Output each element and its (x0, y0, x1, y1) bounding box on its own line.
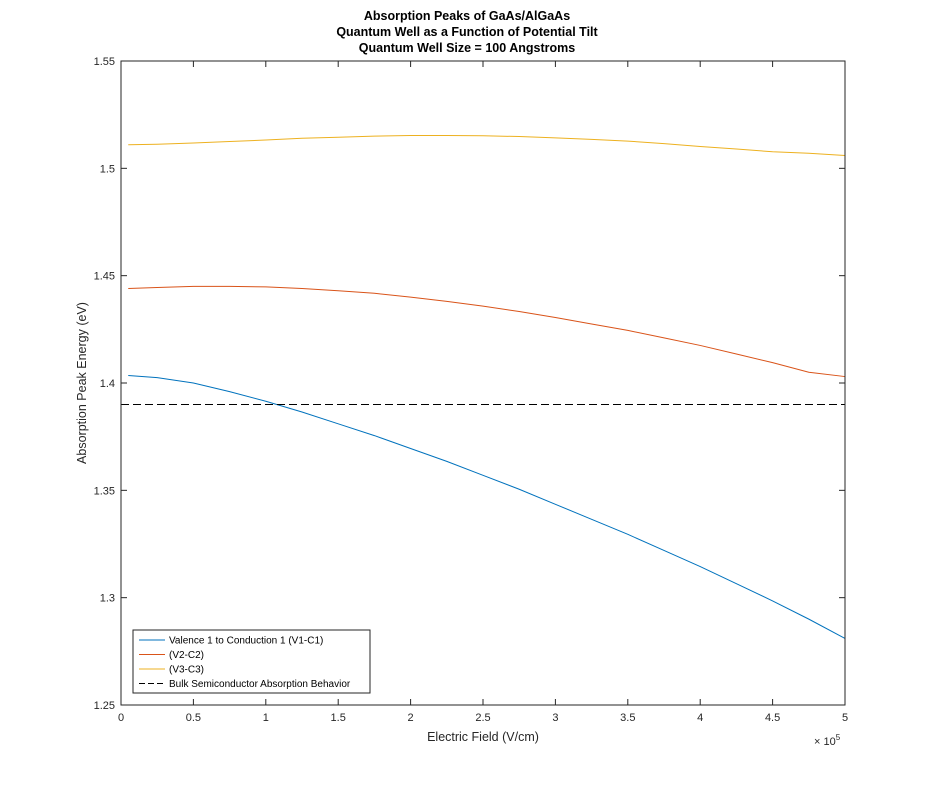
x-axis-exponent-prefix: × 10 (814, 736, 836, 748)
chart-title-line-1: Absorption Peaks of GaAs/AlGaAs (363, 9, 571, 23)
legend-entry-3: (V3-C3) (169, 665, 204, 676)
legend-entry-1: Valence 1 to Conduction 1 (V1-C1) (169, 636, 323, 647)
x-tick-label: 3 (552, 712, 558, 724)
series-layer (121, 134, 846, 639)
x-axis-exponent: × 105 (814, 733, 841, 748)
series-line-1 (128, 374, 846, 639)
legend-box (132, 629, 371, 694)
series-line-3 (128, 134, 846, 156)
y-tick-label: 1.4 (100, 378, 115, 390)
y-tick-label: 1.5 (100, 163, 115, 175)
x-tick-label: 3.5 (620, 712, 635, 724)
x-tick-label: 2.5 (475, 712, 490, 724)
ticks-layer: 0 0.5 1 1.5 2 2.5 3 3.5 4 4.5 5 1.25 1.3 1.35 1.4 1.45 1… (94, 56, 848, 724)
x-axis-exponent-power: 5 (836, 733, 841, 742)
y-tick-label: 1.45 (94, 271, 115, 283)
x-tick-label: 5 (842, 712, 848, 724)
x-tick-label: 0 (118, 712, 124, 724)
x-tick-label: 2 (408, 712, 414, 724)
y-axis-label: Absorption Peak Energy (eV) (75, 302, 89, 464)
series-line-2 (128, 285, 846, 378)
x-tick-label: 4 (697, 712, 703, 724)
y-tick-label: 1.35 (94, 485, 115, 497)
legend-entry-2: (V2-C2) (169, 650, 204, 661)
x-tick-label: 1 (263, 712, 269, 724)
x-axis-label: Electric Field (V/cm) (427, 730, 539, 744)
legend: Valence 1 to Conduction 1 (V1-C1) (V2-C2)… (132, 629, 371, 694)
plot-frame (120, 60, 846, 706)
x-tick-label: 1.5 (331, 712, 346, 724)
chart-title-line-2: Quantum Well as a Function of Potential … (336, 25, 598, 39)
y-tick-label: 1.3 (100, 593, 115, 605)
y-tick-label: 1.25 (94, 700, 115, 712)
chart-title-line-3: Quantum Well Size = 100 Angstroms (358, 41, 576, 55)
x-tick-label: 0.5 (186, 712, 201, 724)
legend-entry-4: Bulk Semiconductor Absorption Behavior (169, 679, 351, 690)
x-tick-label: 4.5 (765, 712, 780, 724)
y-tick-label: 1.55 (94, 56, 115, 68)
